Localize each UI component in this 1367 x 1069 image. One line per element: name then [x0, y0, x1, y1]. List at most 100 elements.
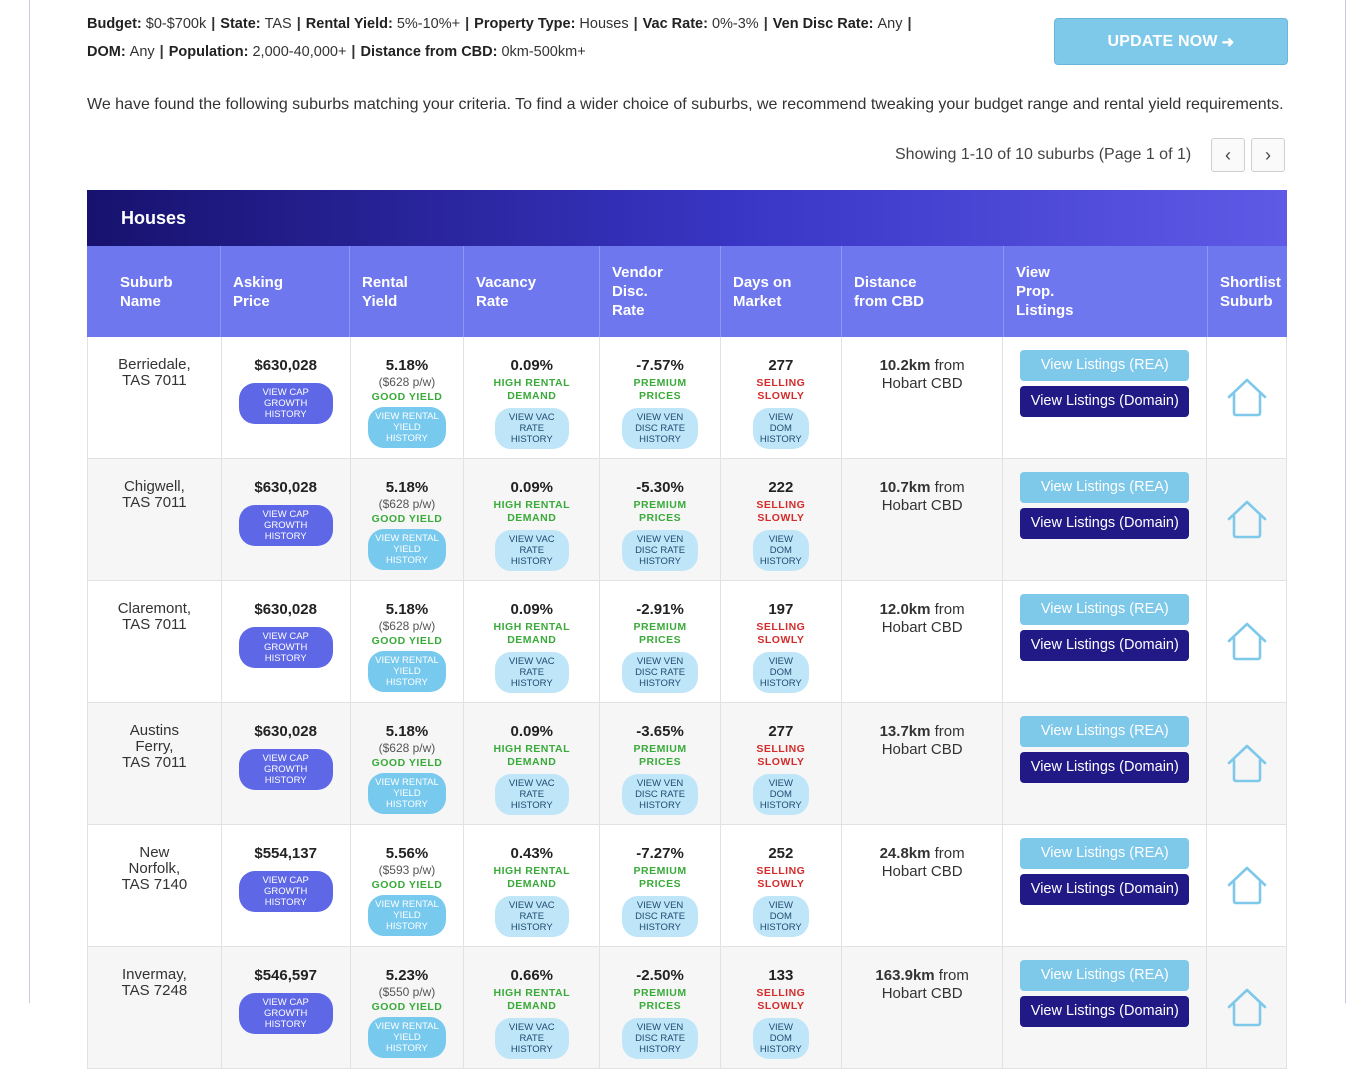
view-rental-yield-history-button[interactable]: VIEW RENTAL YIELD HISTORY	[367, 407, 446, 448]
vendor-disc-value: -7.57%	[636, 357, 684, 374]
view-vac-rate-history-button[interactable]: VIEW VAC RATE HISTORY	[494, 1018, 569, 1059]
view-rental-yield-history-button[interactable]: VIEW RENTAL YIELD HISTORY	[367, 1017, 446, 1058]
view-vac-rate-history-button[interactable]: VIEW VAC RATE HISTORY	[494, 530, 569, 571]
next-page-button[interactable]: ›	[1251, 138, 1285, 172]
view-rental-yield-history-button[interactable]: VIEW RENTAL YIELD HISTORY	[367, 773, 446, 814]
view-cap-growth-history-button[interactable]: VIEW CAP GROWTH HISTORY	[238, 627, 333, 668]
vendor-disc-value: -2.91%	[636, 601, 684, 618]
dom-status-tag: SELLING SLOWLY	[756, 621, 806, 646]
view-vac-rate-history-button[interactable]: VIEW VAC RATE HISTORY	[494, 652, 569, 693]
update-now-button[interactable]: UPDATE NOW ➜	[1054, 18, 1288, 65]
view-dom-history-button[interactable]: VIEW DOM HISTORY	[752, 774, 809, 815]
view-ven-disc-rate-history-button[interactable]: VIEW VEN DISC RATE HISTORY	[622, 408, 699, 449]
table-row: New Norfolk, TAS 7140 $554,137 VIEW CAP GR…	[87, 825, 1287, 947]
view-rental-yield-history-button[interactable]: VIEW RENTAL YIELD HISTORY	[367, 529, 446, 570]
view-cap-growth-history-button[interactable]: VIEW CAP GROWTH HISTORY	[238, 383, 333, 424]
distance-cell: 10.7km from Hobart CBD	[842, 459, 1004, 580]
vendor-disc-cell: -5.30% PREMIUM PRICES VIEW VEN DISC RATE H…	[600, 459, 721, 580]
house-icon[interactable]	[1225, 375, 1269, 419]
days-on-market-cell: 197 SELLING SLOWLY VIEW DOM HISTORY	[721, 581, 842, 702]
view-ven-disc-rate-history-button[interactable]: VIEW VEN DISC RATE HISTORY	[622, 652, 699, 693]
view-listings-rea-button[interactable]: View Listings (REA)	[1020, 350, 1190, 381]
rental-yield-weekly: ($628 p/w)	[378, 375, 436, 389]
header-days-on-market[interactable]: Days on Market	[721, 246, 842, 337]
view-vac-rate-history-button[interactable]: VIEW VAC RATE HISTORY	[494, 408, 569, 449]
view-ven-disc-rate-history-button[interactable]: VIEW VEN DISC RATE HISTORY	[622, 530, 699, 571]
vendor-disc-cell: -3.65% PREMIUM PRICES VIEW VEN DISC RATE H…	[600, 703, 721, 824]
suburb-cell: Invermay, TAS 7248	[88, 947, 222, 1068]
view-listings-rea-button[interactable]: View Listings (REA)	[1020, 594, 1190, 625]
view-listings-rea-button[interactable]: View Listings (REA)	[1020, 472, 1190, 503]
chevron-right-icon: ›	[1265, 144, 1271, 165]
distance-cell: 163.9km from Hobart CBD	[842, 947, 1004, 1068]
table-row: Claremont, TAS 7011 $630,028 VIEW CAP GROW…	[87, 581, 1287, 703]
rental-yield-cell: 5.18% ($628 p/w) GOOD YIELD VIEW RENTAL YIE…	[351, 337, 465, 458]
view-ven-disc-rate-history-button[interactable]: VIEW VEN DISC RATE HISTORY	[622, 1018, 699, 1059]
view-ven-disc-rate-history-button[interactable]: VIEW VEN DISC RATE HISTORY	[622, 896, 699, 937]
view-cap-growth-history-button[interactable]: VIEW CAP GROWTH HISTORY	[238, 749, 333, 790]
prev-page-button[interactable]: ‹	[1211, 138, 1245, 172]
view-listings-rea-button[interactable]: View Listings (REA)	[1020, 716, 1190, 747]
header-suburb-name[interactable]: Suburb Name	[87, 246, 221, 337]
dom-status-tag: SELLING SLOWLY	[756, 377, 806, 402]
house-icon[interactable]	[1225, 497, 1269, 541]
view-vac-rate-history-button[interactable]: VIEW VAC RATE HISTORY	[494, 774, 569, 815]
view-cap-growth-history-button[interactable]: VIEW CAP GROWTH HISTORY	[238, 871, 333, 912]
view-listings-domain-button[interactable]: View Listings (Domain)	[1020, 630, 1190, 661]
header-vacancy-rate[interactable]: Vacancy Rate	[464, 246, 600, 337]
criteria-value: Any	[877, 16, 903, 32]
view-rental-yield-history-button[interactable]: VIEW RENTAL YIELD HISTORY	[367, 895, 446, 936]
view-dom-history-button[interactable]: VIEW DOM HISTORY	[752, 896, 809, 937]
criteria-separator: |	[159, 44, 164, 60]
view-listings-domain-button[interactable]: View Listings (Domain)	[1020, 874, 1190, 905]
days-on-market-cell: 222 SELLING SLOWLY VIEW DOM HISTORY	[721, 459, 842, 580]
header-distance-from-cbd[interactable]: Distance from CBD	[842, 246, 1004, 337]
header-asking-price[interactable]: Asking Price	[221, 246, 350, 337]
view-dom-history-button[interactable]: VIEW DOM HISTORY	[752, 652, 809, 693]
yield-status-tag: GOOD YIELD	[371, 513, 443, 525]
house-icon[interactable]	[1225, 741, 1269, 785]
asking-price-cell: $630,028 VIEW CAP GROWTH HISTORY	[222, 459, 351, 580]
vacancy-rate-cell: 0.09% HIGH RENTAL DEMAND VIEW VAC RATE HIS…	[464, 703, 601, 824]
vacancy-rate-cell: 0.43% HIGH RENTAL DEMAND VIEW VAC RATE HIS…	[464, 825, 601, 946]
criteria-key: State:	[220, 16, 261, 32]
distance-cell: 13.7km from Hobart CBD	[842, 703, 1004, 824]
asking-price-value: $630,028	[254, 357, 317, 374]
table-header: Suburb Name Asking Price Rental Yield Va…	[87, 246, 1287, 337]
view-dom-history-button[interactable]: VIEW DOM HISTORY	[752, 1018, 809, 1059]
asking-price-value: $630,028	[254, 723, 317, 740]
header-vendor-disc-rate[interactable]: Vendor Disc. Rate	[600, 246, 721, 337]
view-listings-rea-button[interactable]: View Listings (REA)	[1020, 960, 1190, 991]
shortlist-cell	[1207, 459, 1286, 580]
house-icon[interactable]	[1225, 863, 1269, 907]
view-cap-growth-history-button[interactable]: VIEW CAP GROWTH HISTORY	[238, 993, 333, 1034]
vacancy-rate-cell: 0.09% HIGH RENTAL DEMAND VIEW VAC RATE HIS…	[464, 459, 601, 580]
vacancy-rate-value: 0.09%	[510, 601, 554, 618]
view-vac-rate-history-button[interactable]: VIEW VAC RATE HISTORY	[494, 896, 569, 937]
asking-price-value: $630,028	[254, 601, 317, 618]
view-dom-history-button[interactable]: VIEW DOM HISTORY	[752, 530, 809, 571]
view-cap-growth-history-button[interactable]: VIEW CAP GROWTH HISTORY	[238, 505, 333, 546]
results-info-text: We have found the following suburbs matc…	[87, 96, 1284, 113]
view-rental-yield-history-button[interactable]: VIEW RENTAL YIELD HISTORY	[367, 651, 446, 692]
shortlist-cell	[1207, 581, 1286, 702]
view-dom-history-button[interactable]: VIEW DOM HISTORY	[752, 408, 809, 449]
suburb-name: Austins Ferry, TAS 7011	[122, 722, 187, 771]
house-icon[interactable]	[1225, 619, 1269, 663]
vacancy-rate-value: 0.09%	[510, 479, 554, 496]
header-rental-yield[interactable]: Rental Yield	[350, 246, 464, 337]
view-ven-disc-rate-history-button[interactable]: VIEW VEN DISC RATE HISTORY	[622, 774, 699, 815]
view-listings-rea-button[interactable]: View Listings (REA)	[1020, 838, 1190, 869]
asking-price-cell: $630,028 VIEW CAP GROWTH HISTORY	[222, 581, 351, 702]
days-on-market-value: 197	[768, 601, 794, 618]
view-listings-domain-button[interactable]: View Listings (Domain)	[1020, 752, 1190, 783]
house-icon[interactable]	[1225, 985, 1269, 1029]
table-row: Chigwell, TAS 7011 $630,028 VIEW CAP GROWT…	[87, 459, 1287, 581]
view-listings-domain-button[interactable]: View Listings (Domain)	[1020, 386, 1190, 417]
distance-cell: 12.0km from Hobart CBD	[842, 581, 1004, 702]
view-listings-domain-button[interactable]: View Listings (Domain)	[1020, 508, 1190, 539]
rental-yield-weekly: ($593 p/w)	[378, 863, 436, 877]
criteria-key: Vac Rate:	[642, 16, 708, 32]
view-listings-domain-button[interactable]: View Listings (Domain)	[1020, 996, 1190, 1027]
rental-yield-weekly: ($628 p/w)	[378, 497, 436, 511]
